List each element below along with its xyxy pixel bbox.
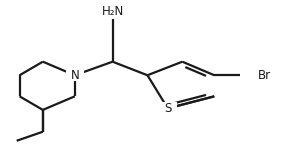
Text: Br: Br <box>258 69 271 82</box>
Text: N: N <box>70 69 79 82</box>
FancyBboxPatch shape <box>159 102 177 114</box>
Text: H₂N: H₂N <box>101 5 124 18</box>
FancyBboxPatch shape <box>245 69 271 81</box>
FancyBboxPatch shape <box>66 69 84 81</box>
Text: S: S <box>164 102 171 115</box>
FancyBboxPatch shape <box>95 4 130 18</box>
